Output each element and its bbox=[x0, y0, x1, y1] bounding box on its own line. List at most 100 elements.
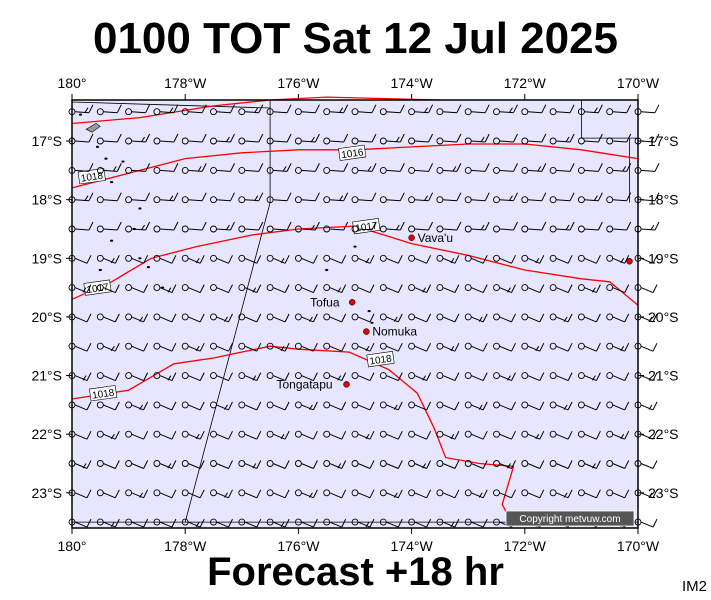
wind-staff bbox=[159, 316, 173, 323]
wind-barb bbox=[323, 163, 349, 174]
wind-feather bbox=[114, 255, 120, 264]
wind-staff bbox=[499, 433, 512, 440]
wind-staff bbox=[584, 111, 599, 114]
wind-barb bbox=[181, 163, 207, 174]
wind-staff bbox=[386, 463, 399, 469]
wind-staff bbox=[357, 257, 371, 264]
wind-staff bbox=[612, 433, 625, 440]
wind-staff bbox=[471, 433, 484, 440]
wind-feather bbox=[652, 401, 658, 411]
wind-feather bbox=[312, 460, 318, 469]
wind-feather bbox=[314, 133, 320, 143]
wind-feather bbox=[308, 492, 313, 498]
wind-feather bbox=[256, 401, 262, 411]
wind-feather bbox=[428, 163, 434, 172]
wind-feather bbox=[284, 342, 290, 352]
wind-feather bbox=[230, 192, 235, 201]
wind-barb bbox=[549, 489, 573, 499]
wind-feather bbox=[341, 401, 347, 411]
wind-staff bbox=[188, 433, 201, 440]
wind-barb bbox=[266, 284, 290, 294]
wind-staff bbox=[357, 287, 371, 294]
wind-barb bbox=[521, 104, 547, 116]
wind-barb bbox=[238, 518, 262, 528]
wind-feather bbox=[284, 460, 290, 469]
wind-feather bbox=[652, 342, 658, 352]
wind-feather bbox=[114, 284, 120, 293]
wind-feather bbox=[454, 430, 460, 440]
wind-feather bbox=[371, 104, 377, 113]
wind-feather bbox=[567, 372, 573, 381]
wind-staff bbox=[471, 228, 486, 231]
wind-staff bbox=[414, 140, 429, 143]
wind-feather bbox=[86, 460, 92, 469]
wind-feather bbox=[369, 255, 375, 264]
wind-feather bbox=[110, 258, 115, 264]
wind-barb bbox=[181, 313, 205, 323]
wind-feather bbox=[195, 521, 200, 528]
wind-staff bbox=[74, 169, 90, 172]
wind-feather bbox=[341, 518, 347, 528]
wind-barb bbox=[464, 192, 490, 204]
wind-feather bbox=[541, 221, 547, 231]
wind-barb bbox=[351, 518, 375, 528]
wind-staff bbox=[216, 111, 231, 114]
y-tick-label: 22°S bbox=[31, 426, 62, 442]
wind-staff bbox=[499, 345, 512, 352]
wind-barb bbox=[493, 221, 518, 233]
wind-barb bbox=[125, 163, 151, 174]
wind-barb bbox=[323, 401, 347, 411]
wind-staff bbox=[188, 375, 201, 382]
wind-feather bbox=[399, 133, 405, 143]
wind-barb bbox=[323, 221, 349, 233]
wind-staff bbox=[612, 492, 625, 499]
wind-barb bbox=[323, 372, 347, 382]
wind-feather bbox=[563, 404, 568, 410]
wind-feather bbox=[116, 104, 122, 113]
y-tick-label: 23°S bbox=[648, 485, 679, 501]
wind-feather bbox=[280, 433, 285, 440]
y-tick-label: 20°S bbox=[648, 309, 679, 325]
wind-barb bbox=[125, 460, 149, 469]
wind-staff bbox=[442, 140, 457, 143]
wind-feather bbox=[143, 284, 149, 293]
wind-feather bbox=[256, 460, 262, 469]
wind-barb bbox=[436, 401, 460, 411]
wind-feather bbox=[654, 133, 660, 143]
wind-staff bbox=[244, 345, 257, 352]
wind-staff bbox=[301, 316, 314, 323]
wind-barb bbox=[96, 192, 122, 204]
wind-barb bbox=[379, 104, 405, 116]
wind-feather bbox=[228, 313, 233, 323]
wind-staff bbox=[216, 433, 229, 440]
wind-feather bbox=[365, 345, 370, 352]
wind-barb bbox=[323, 489, 347, 499]
wind-barb bbox=[606, 342, 630, 352]
wind-staff bbox=[131, 316, 144, 323]
wind-staff bbox=[357, 111, 373, 114]
wind-barb bbox=[294, 401, 318, 411]
wind-barb bbox=[436, 518, 460, 528]
wind-feather bbox=[282, 166, 287, 172]
wind-barb bbox=[153, 518, 177, 528]
wind-feather bbox=[86, 255, 92, 264]
wind-feather bbox=[116, 192, 122, 201]
wind-staff bbox=[103, 375, 116, 382]
wind-barb bbox=[408, 430, 432, 440]
wind-feather bbox=[399, 192, 405, 201]
wind-barb bbox=[493, 192, 518, 204]
wind-feather bbox=[230, 163, 235, 172]
boundary-line bbox=[184, 202, 271, 523]
wind-barb bbox=[549, 192, 575, 204]
wind-feather bbox=[199, 255, 205, 264]
wind-staff bbox=[244, 111, 259, 114]
wind-feather bbox=[112, 166, 117, 172]
wind-barb bbox=[210, 104, 235, 116]
wind-staff bbox=[555, 257, 569, 264]
wind-feather bbox=[286, 163, 292, 172]
wind-staff bbox=[386, 111, 401, 114]
wind-staff bbox=[103, 492, 116, 499]
wind-barb bbox=[436, 460, 460, 469]
wind-staff bbox=[499, 199, 514, 202]
wind-barb bbox=[493, 342, 516, 352]
